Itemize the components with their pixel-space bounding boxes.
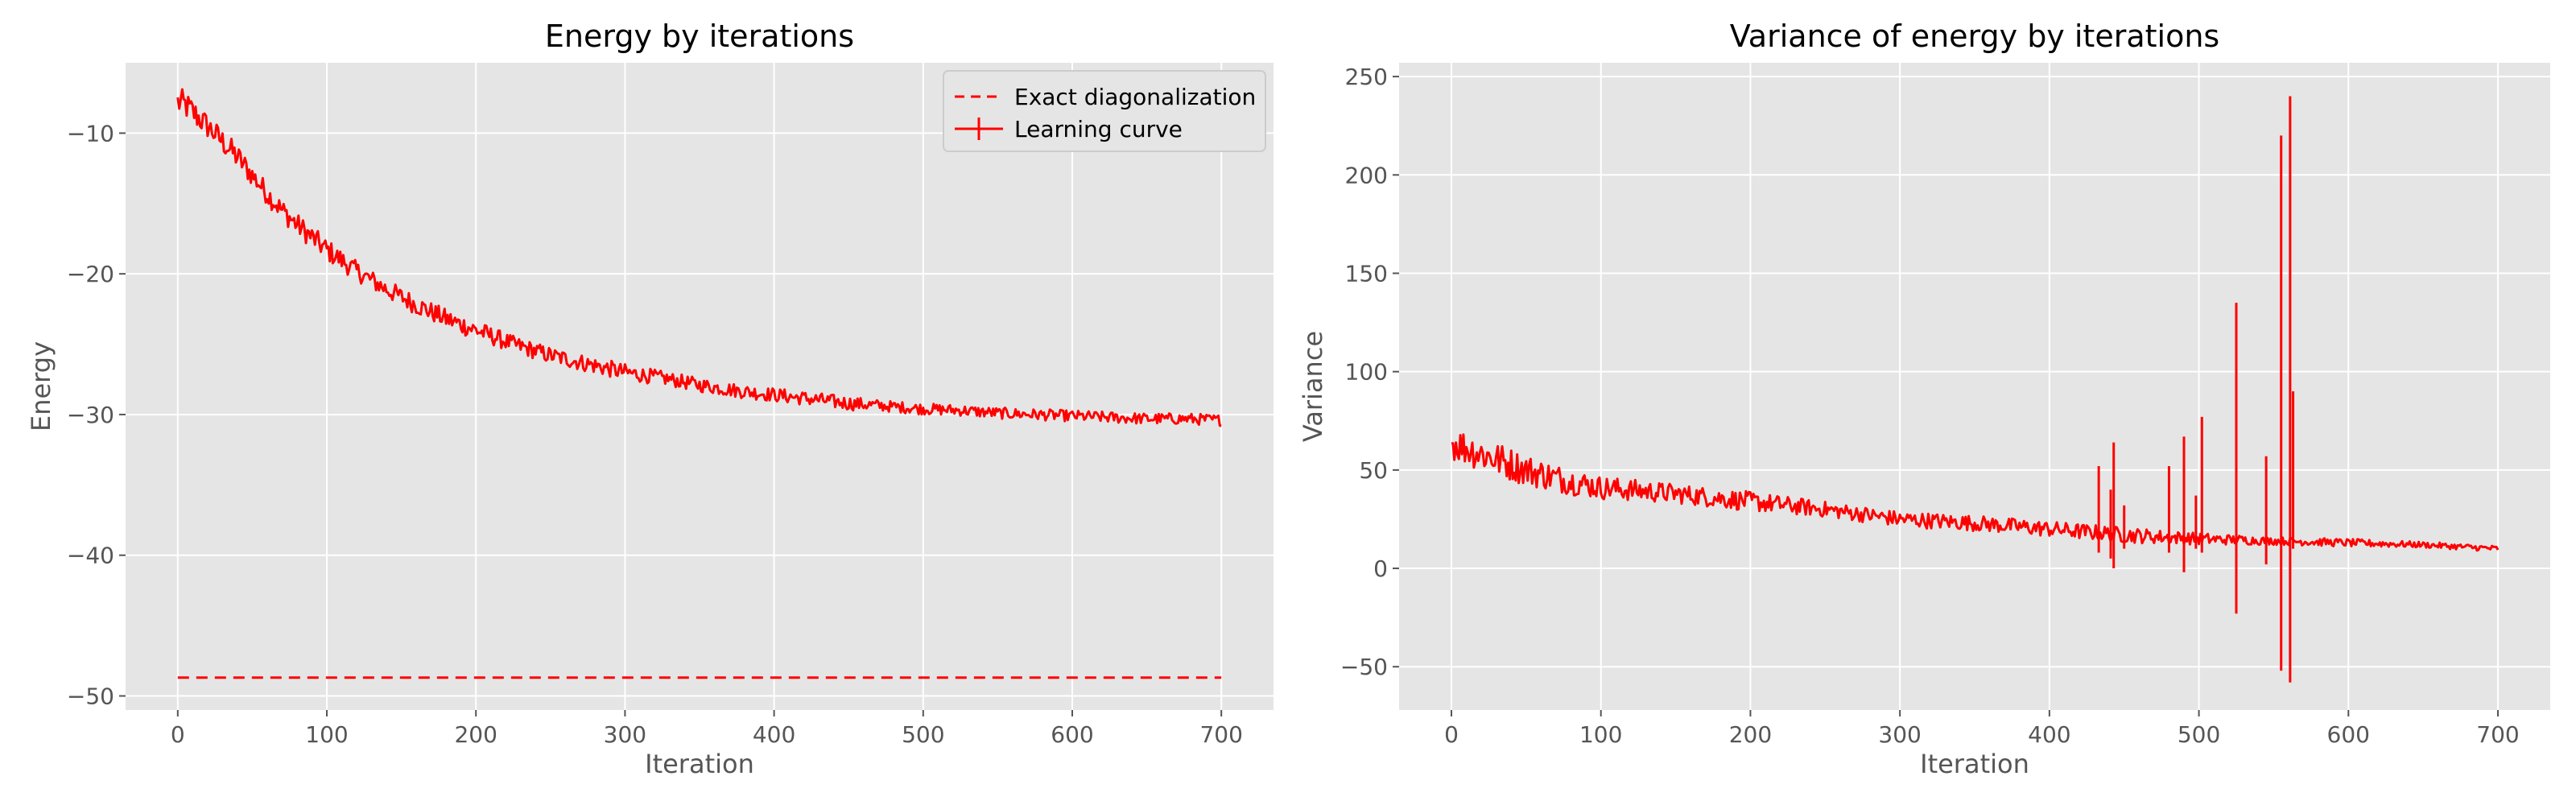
y-tick-label: −50	[67, 683, 114, 710]
energy-chart: 0 100 200 300 400 500 600 700 −50 −40 −30 −20 −10 En…	[26, 19, 1274, 779]
x-tick-label: 100	[305, 721, 348, 748]
energy-chart-title: Energy by iterations	[545, 19, 854, 54]
x-tick-label: 200	[454, 721, 497, 748]
x-tick-label: 700	[1199, 721, 1242, 748]
energy-legend: Exact diagonalization Learning curve	[943, 70, 1266, 152]
series-learning-curve	[176, 88, 1222, 427]
y-tick-label: 100	[1345, 359, 1388, 386]
legend-exact-label: Exact diagonalization	[1014, 84, 1256, 110]
y-tick-label: −10	[67, 120, 114, 147]
x-tick-label: 300	[604, 721, 646, 748]
y-tick-label: 0	[1373, 555, 1388, 582]
x-tick-label: 500	[902, 721, 944, 748]
x-tick-label: 700	[2476, 721, 2519, 748]
x-tick-label: 200	[1729, 721, 1772, 748]
legend-learning-label: Learning curve	[1014, 116, 1183, 142]
y-tick-label: −50	[1340, 654, 1388, 680]
variance-plot-area	[1399, 63, 2550, 710]
energy-y-axis-label: Energy	[26, 341, 56, 431]
y-tick-label: 200	[1345, 162, 1388, 188]
energy-series	[176, 88, 1222, 679]
legend-box	[943, 70, 1266, 152]
y-tick-label: −30	[67, 402, 114, 428]
x-tick-label: 300	[1878, 721, 1921, 748]
x-tick-label: 100	[1579, 721, 1622, 748]
y-tick-label: −40	[67, 543, 114, 569]
x-tick-label: 400	[753, 721, 795, 748]
variance-y-axis-label: Variance	[1298, 331, 1328, 442]
variance-series	[1451, 96, 2500, 683]
energy-x-axis-label: Iteration	[645, 749, 754, 779]
series-variance	[1451, 433, 2500, 552]
x-tick-label: 600	[1051, 721, 1093, 748]
y-tick-label: 250	[1345, 64, 1388, 90]
y-tick-label: −20	[67, 261, 114, 287]
x-tick-label: 600	[2327, 721, 2370, 748]
variance-chart: 0 100 200 300 400 500 600 700 −50 0 50 100 150 200 250…	[1298, 19, 2550, 779]
y-tick-label: 150	[1345, 260, 1388, 287]
y-tick-label: 50	[1359, 457, 1388, 484]
variance-ticks: 0 100 200 300 400 500 600 700 −50 0 50 100 150 200 250	[1340, 64, 2520, 748]
x-tick-label: 0	[171, 721, 185, 748]
x-tick-label: 0	[1444, 721, 1459, 748]
x-tick-label: 400	[2028, 721, 2070, 748]
energy-ticks: 0 100 200 300 400 500 600 700 −50 −40 −30 −20 −10	[67, 120, 1243, 748]
variance-x-axis-label: Iteration	[1920, 749, 2029, 779]
variance-grid	[1399, 63, 2550, 710]
variance-chart-title: Variance of energy by iterations	[1730, 19, 2219, 54]
x-tick-label: 500	[2178, 721, 2220, 748]
